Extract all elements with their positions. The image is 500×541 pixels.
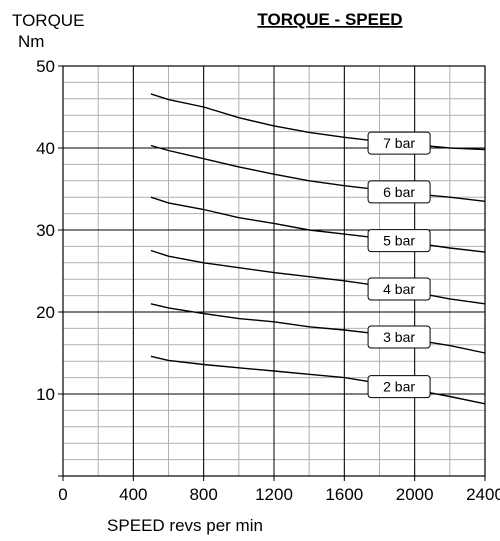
series-label: 5 bar	[383, 233, 415, 249]
axes	[58, 65, 486, 481]
y-tick-label: 10	[36, 385, 55, 404]
series-label: 4 bar	[383, 281, 415, 297]
y-axis-label: TORQUE	[12, 11, 84, 30]
x-tick-label: 1200	[255, 485, 293, 504]
x-tick-label: 0	[58, 485, 67, 504]
y-tick-label: 30	[36, 221, 55, 240]
x-axis-label: SPEED revs per min	[107, 516, 263, 535]
grid	[62, 65, 486, 477]
series-label-box	[367, 375, 431, 399]
series-label-box	[367, 180, 431, 204]
y-tick-label: 50	[36, 57, 55, 76]
series-line	[150, 355, 486, 405]
chart-title: TORQUE - SPEED	[257, 10, 402, 29]
series-label: 7 bar	[383, 135, 415, 151]
tick-labels: 0 400 800 1200 1600 2000 2400 10 20 30 40 50	[36, 57, 500, 504]
x-tick-label: 2400	[466, 485, 500, 504]
series-line	[150, 144, 486, 202]
x-tick-label: 1600	[325, 485, 363, 504]
y-tick-label: 20	[36, 303, 55, 322]
y-tick-label: 40	[36, 139, 55, 158]
series-line	[150, 93, 486, 151]
x-tick-label: 2000	[396, 485, 434, 504]
series-label-box	[367, 229, 431, 253]
x-tick-label: 400	[119, 485, 147, 504]
series-label-box	[367, 131, 431, 155]
x-tick-label: 800	[189, 485, 217, 504]
series-label: 6 bar	[383, 184, 415, 200]
series-label-box	[367, 277, 431, 301]
y-axis-unit-label: Nm	[18, 32, 44, 51]
series-lines	[150, 93, 486, 405]
series-label: 3 bar	[383, 329, 415, 345]
series-label-box	[367, 325, 431, 349]
series-labels: 7 bar 6 bar 5 bar 4 bar 3 bar 2 bar	[367, 131, 431, 399]
series-line	[150, 196, 486, 253]
series-label: 2 bar	[383, 379, 415, 395]
